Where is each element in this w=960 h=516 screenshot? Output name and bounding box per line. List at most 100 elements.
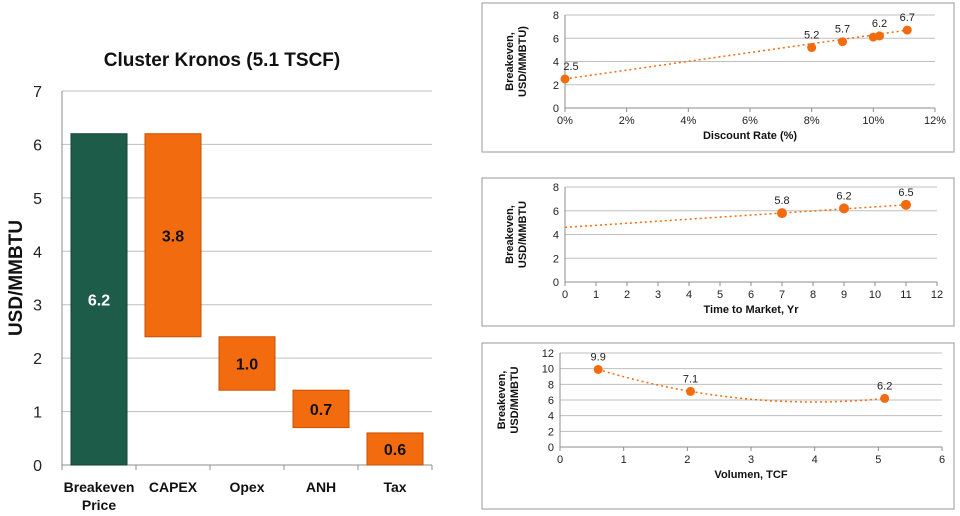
waterfall-bar [292, 389, 350, 429]
data-label: 6.2 [872, 18, 887, 30]
y-tick-label: 7 [33, 84, 42, 101]
y-axis-label-line: USD/MMBTU) [517, 26, 529, 97]
x-tick-label: 3 [655, 289, 661, 301]
y-tick-label: 12 [542, 348, 554, 360]
x-tick-label: 6% [742, 115, 758, 127]
data-point [839, 203, 849, 214]
x-tick-label: 3 [748, 454, 754, 466]
data-label: 5.7 [835, 24, 850, 36]
x-category-label: Tax [383, 479, 406, 495]
x-category-label: CAPEX [149, 479, 198, 495]
y-tick-label: 2 [553, 253, 559, 265]
x-axis-label: Volumen, TCF [714, 469, 787, 481]
waterfall-bar [366, 432, 424, 466]
x-category-label: Breakeven Price [64, 479, 135, 513]
x-tick-label: 1 [621, 454, 627, 466]
x-tick-label: 1 [593, 289, 599, 301]
x-tick-label: 4% [680, 115, 696, 127]
x-tick-label: 7 [779, 289, 785, 301]
panel-frame [481, 177, 955, 327]
y-axis-label: Breakeven,USD/MMBTU [504, 201, 529, 268]
x-tick-label: 10 [869, 289, 881, 301]
x-tick-label: 4 [812, 454, 818, 466]
y-tick-label: 4 [553, 57, 559, 69]
data-point [807, 43, 817, 53]
y-tick-label: 6 [33, 137, 42, 154]
bar-value-label: 1.0 [236, 356, 258, 373]
x-category-label: ANH [306, 479, 336, 495]
data-label: 7.1 [683, 373, 698, 385]
panel-frame [481, 2, 955, 153]
waterfall-bar [70, 133, 128, 466]
y-axis-label: Breakeven,USD/MMBTU [496, 366, 521, 433]
y-axis-label-line: Breakeven, [496, 371, 508, 430]
data-point [902, 25, 912, 35]
panel-frame [481, 342, 955, 510]
y-tick-label: 3 [33, 298, 42, 315]
x-tick-label: 9 [841, 289, 847, 301]
x-axis-label: Discount Rate (%) [703, 130, 797, 142]
y-tick-label: 0 [553, 277, 559, 289]
waterfall-bar [144, 133, 202, 338]
y-tick-label: 1 [33, 405, 42, 422]
x-tick-label: 10% [862, 115, 884, 127]
y-axis-label-line: Breakeven, [504, 32, 516, 91]
x-tick-label: 0 [562, 289, 568, 301]
y-tick-label: 0 [553, 103, 559, 115]
data-label: 6.2 [836, 190, 851, 202]
data-point [593, 364, 603, 374]
x-tick-label: 11 [900, 289, 911, 301]
data-point [880, 393, 890, 403]
x-tick-label: 2% [619, 115, 635, 127]
y-axis-label-line: USD/MMBTU [509, 366, 521, 433]
trendline [597, 368, 885, 403]
x-tick-label: 0% [557, 115, 573, 127]
x-tick-label: 5 [875, 454, 881, 466]
data-point [838, 37, 847, 47]
bar-value-label: 3.8 [162, 228, 184, 245]
y-tick-label: 2 [33, 351, 42, 368]
scatter-panel-1: 0 2 4 6 8 0% 2% 4% 6% 8% 10% 12% Discount Rate (%) Br… [481, 2, 955, 153]
chart-title: Cluster Kronos (5.1 TSCF) [104, 50, 340, 71]
data-point [875, 31, 884, 41]
data-label: 9.9 [591, 351, 606, 363]
bar-value-label: 6.2 [88, 292, 110, 309]
x-tick-label: 6 [939, 454, 945, 466]
y-tick-label: 5 [33, 191, 42, 208]
data-label: 2.5 [563, 61, 578, 73]
data-label: 6.7 [900, 12, 915, 24]
data-label: 5.2 [804, 30, 819, 42]
x-axis-label: Time to Market, Yr [704, 304, 800, 316]
data-point [901, 199, 911, 210]
data-label: 6.2 [877, 380, 892, 392]
y-axis-label-line: Breakeven, [504, 205, 516, 264]
x-tick-label: 2 [624, 289, 630, 301]
y-tick-label: 6 [553, 206, 559, 218]
bar-value-label: 0.6 [384, 442, 406, 459]
x-tick-label: 0 [557, 454, 563, 466]
y-tick-label: 4 [548, 411, 554, 423]
y-axis-label: Breakeven,USD/MMBTU) [504, 26, 529, 97]
y-tick-label: 8 [553, 10, 559, 22]
x-tick-label: 12 [931, 289, 943, 301]
x-tick-label: 6 [748, 289, 754, 301]
data-label: 6.5 [898, 187, 913, 199]
y-tick-label: 8 [548, 379, 554, 391]
data-point [686, 386, 696, 396]
x-tick-label: 8 [810, 289, 816, 301]
data-label: 5.8 [774, 195, 789, 207]
y-tick-label: 4 [553, 230, 559, 242]
data-point [560, 74, 570, 84]
y-tick-label: 2 [553, 80, 559, 92]
y-tick-label: 0 [548, 442, 554, 454]
waterfall-bar [218, 336, 276, 391]
waterfall-chart: Cluster Kronos (5.1 TSCF) USD/MMBTU 0 1 2 3 4 5… [6, 50, 433, 513]
x-tick-label: 5 [717, 289, 723, 301]
y-axis-label-line: USD/MMBTU [517, 201, 529, 268]
x-category-label: Opex [229, 479, 264, 495]
trendline [564, 204, 907, 229]
y-tick-label: 0 [33, 458, 42, 475]
